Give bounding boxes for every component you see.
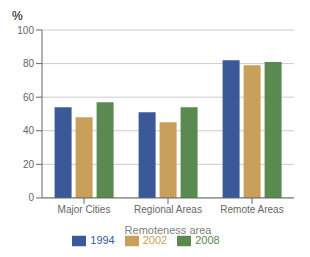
svg-text:Major Cities: Major Cities [58, 204, 111, 215]
svg-text:Regional Areas: Regional Areas [134, 204, 202, 215]
svg-text:40: 40 [23, 125, 35, 136]
svg-text:80: 80 [23, 58, 35, 69]
svg-text:Remoteness area: Remoteness area [125, 224, 213, 236]
svg-text:60: 60 [23, 92, 35, 103]
svg-text:0: 0 [28, 192, 34, 203]
svg-text:20: 20 [23, 159, 35, 170]
svg-text:Remote Areas: Remote Areas [220, 204, 283, 215]
html-text:2002: 2002 [142, 233, 168, 246]
html-text:1994: 1994 [90, 233, 115, 246]
svg-text:100: 100 [17, 25, 34, 36]
html-text:2008: 2008 [195, 233, 220, 246]
